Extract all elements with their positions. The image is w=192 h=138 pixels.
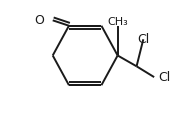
Text: CH₃: CH₃ <box>107 17 128 27</box>
Text: O: O <box>35 14 45 27</box>
Text: Cl: Cl <box>158 71 170 84</box>
Text: Cl: Cl <box>137 33 149 46</box>
